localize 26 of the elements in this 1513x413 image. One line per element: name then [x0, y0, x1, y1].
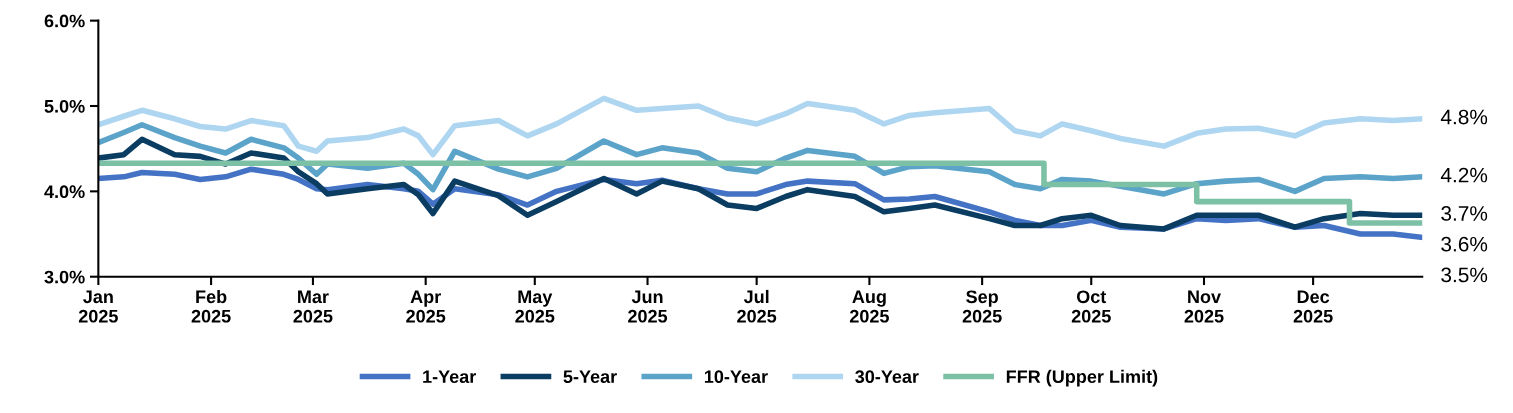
x-tick-label: Sep 2025: [962, 290, 1002, 323]
x-tick-label: Jul 2025: [737, 289, 777, 323]
annotation: 3.6%: [1441, 236, 1488, 252]
x-tick-label: Dec 2025: [1293, 290, 1333, 323]
x-tick-label: Nov 2025: [1184, 290, 1224, 323]
annotation: 4.2%: [1440, 167, 1488, 183]
legend-label: FFR (Upper Limit): [1006, 369, 1158, 387]
x-tick-label: Aug 2025: [849, 290, 889, 323]
x-tick-label: Jun 2025: [628, 290, 668, 323]
x-tick-label: Feb 2025: [191, 289, 231, 323]
annotation: 3.5%: [1441, 267, 1488, 283]
legend-label: 5-Year: [563, 370, 617, 384]
annotation: 3.7%: [1441, 206, 1488, 221]
y-tick-label: 5.0%: [44, 99, 85, 113]
x-tick-label: Jan 2025: [78, 290, 118, 323]
y-tick-label: 6.0%: [44, 14, 85, 28]
x-tick-label: May 2025: [515, 290, 555, 323]
annotation: 4.8%: [1440, 109, 1488, 125]
y-tick-label: 4.0%: [44, 185, 85, 199]
x-tick-label: Mar 2025: [293, 290, 333, 323]
legend-label: 30-Year: [855, 370, 919, 384]
x-tick-label: Oct 2025: [1071, 290, 1111, 323]
legend-label: 1-Year: [423, 370, 476, 384]
y-tick-label: 3.0%: [44, 270, 85, 284]
x-tick-label: Apr 2025: [406, 290, 446, 323]
legend-label: 10-Year: [704, 370, 768, 384]
